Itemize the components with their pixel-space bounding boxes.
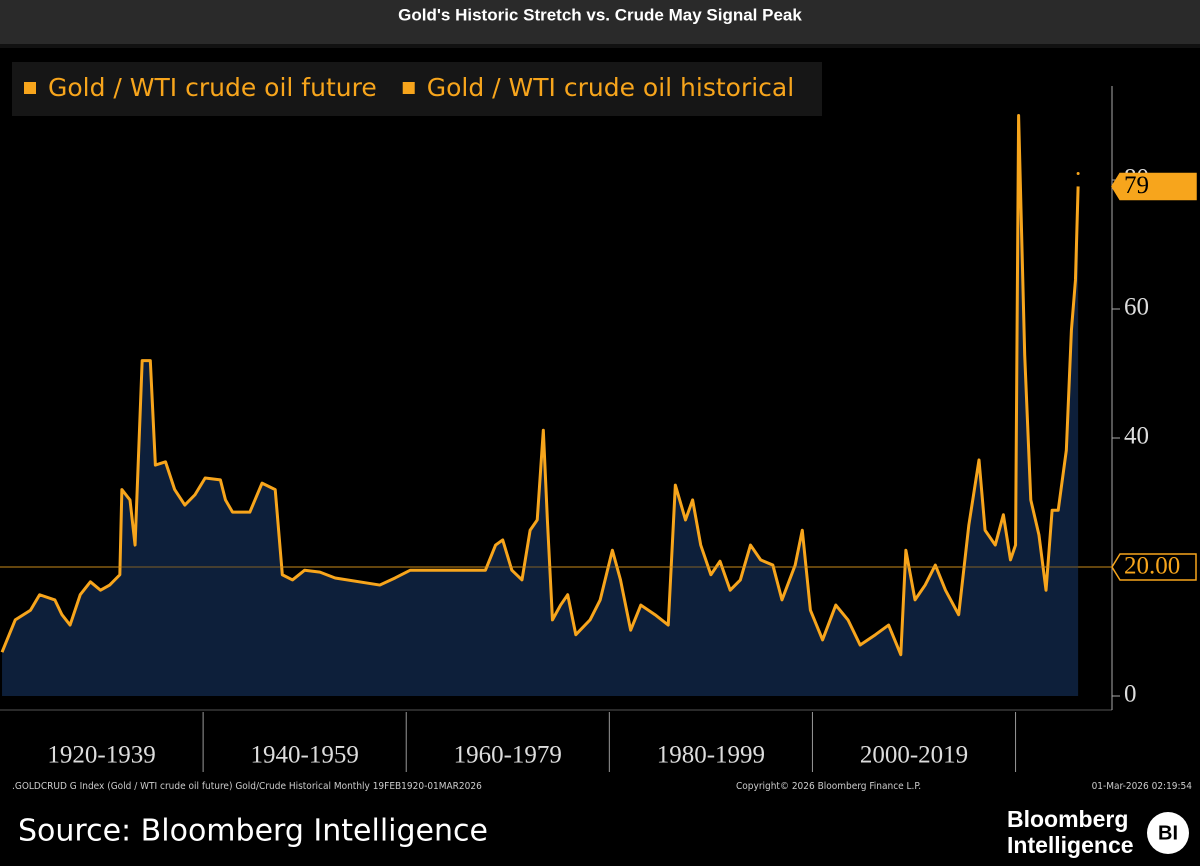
- y-tick-label: 60: [1124, 294, 1149, 321]
- logo-line: Bloomberg: [1007, 806, 1128, 832]
- footnote: .GOLDCRUD G Index (Gold / WTI crude oil …: [12, 781, 482, 792]
- x-tick-label: 1920-1939: [47, 742, 155, 769]
- legend-label: Gold / WTI crude oil historical: [427, 73, 794, 102]
- logo-badge-text: BI: [1158, 822, 1178, 844]
- x-tick-label: 1980-1999: [657, 742, 765, 769]
- line: [0, 114, 1080, 657]
- area: [2, 115, 1079, 696]
- legend-swatch: [402, 82, 415, 94]
- x-tick-label: 1940-1959: [251, 742, 359, 769]
- legend-box: [12, 62, 822, 116]
- source: Source: Bloomberg Intelligence: [18, 814, 488, 849]
- y-tick-label: 40: [1124, 423, 1149, 450]
- logo-line: Intelligence: [1007, 832, 1134, 858]
- title-divider: [0, 44, 1200, 48]
- timestamp: 01-Mar-2026 02:19:54: [1092, 781, 1193, 792]
- x-tick-label: 1960-1979: [454, 742, 562, 769]
- reference-label: 20.00: [1124, 553, 1180, 580]
- copyright: Copyright© 2026 Bloomberg Finance L.P.: [736, 781, 921, 792]
- title-bar: [0, 0, 1200, 44]
- legend-swatch: [24, 82, 36, 94]
- source-bar: [0, 798, 1200, 866]
- last-value-label: 79: [1124, 172, 1149, 199]
- x-tick-label: 2000-2019: [860, 742, 968, 769]
- y-tick-label: 0: [1124, 681, 1137, 708]
- last-value-tag: [1111, 172, 1197, 201]
- legend-label: Gold / WTI crude oil future: [48, 73, 377, 102]
- point: [1076, 172, 1080, 176]
- chart-title: Gold's Historic Stretch vs. Crude May Si…: [398, 5, 802, 24]
- logo-badge: [1147, 812, 1189, 854]
- reference-tag: [1111, 553, 1197, 581]
- plot: 1920-1939 1940-1959 1960-1979 1980-1999 2000…: [0, 114, 1120, 772]
